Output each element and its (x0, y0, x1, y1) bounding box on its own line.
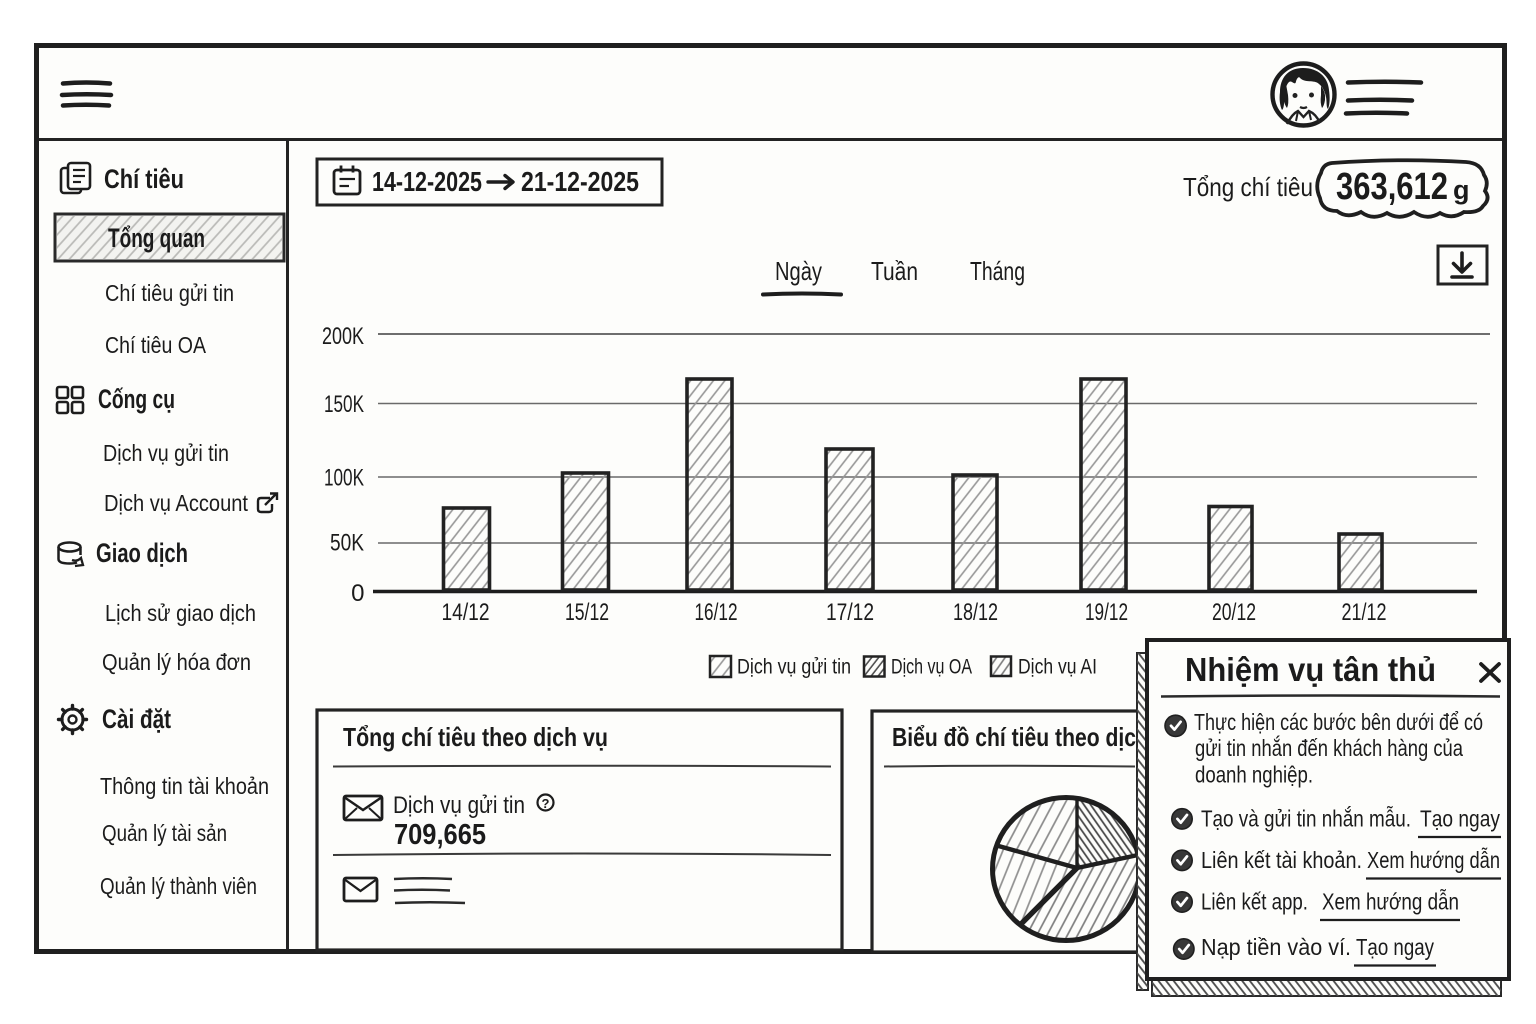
svg-text:Quản lý tài sản: Quản lý tài sản (102, 820, 227, 846)
svg-text:Dịch vụ gửi tin: Dịch vụ gửi tin (737, 656, 851, 679)
svg-text:Biểu đồ chí tiêu theo dịc: Biểu đồ chí tiêu theo dịc (892, 722, 1136, 752)
svg-text:100K: 100K (324, 465, 364, 492)
svg-text:363,612: 363,612 (1336, 166, 1448, 208)
svg-text:18/12: 18/12 (953, 599, 998, 626)
svg-text:gửi tin nhắn đến khách hàng củ: gửi tin nhắn đến khách hàng của (1195, 735, 1463, 761)
svg-text:Cài đặt: Cài đặt (102, 704, 171, 734)
svg-text:Dịch vụ Account: Dịch vụ Account (104, 490, 249, 516)
svg-text:Dịch vụ gửi tin: Dịch vụ gửi tin (103, 440, 229, 466)
svg-text:21/12: 21/12 (1342, 599, 1387, 626)
svg-text:Xem hướng dẫn: Xem hướng dẫn (1322, 889, 1459, 915)
svg-text:709,665: 709,665 (394, 819, 486, 851)
svg-text:Tổng chí tiêu theo dịch vụ: Tổng chí tiêu theo dịch vụ (343, 722, 608, 752)
svg-text:0: 0 (351, 580, 364, 607)
svg-text:Tổng quan: Tổng quan (108, 223, 205, 253)
svg-text:20/12: 20/12 (1212, 599, 1256, 626)
svg-text:150K: 150K (324, 391, 364, 418)
svg-text:50K: 50K (330, 530, 364, 557)
svg-text:Thực hiện các bước bên dưới để: Thực hiện các bước bên dưới để có (1194, 709, 1483, 735)
svg-text:?: ? (542, 796, 550, 811)
svg-text:Liên kết tài khoản.: Liên kết tài khoản. (1201, 847, 1362, 873)
svg-text:Chí tiêu gửi tin: Chí tiêu gửi tin (105, 280, 234, 306)
svg-text:200K: 200K (322, 323, 364, 350)
svg-text:14-12-2025: 14-12-2025 (372, 166, 482, 197)
svg-text:19/12: 19/12 (1085, 599, 1128, 626)
svg-text:Thông tin tài khoản: Thông tin tài khoản (100, 773, 269, 799)
svg-text:doanh nghiệp.: doanh nghiệp. (1195, 762, 1313, 788)
svg-text:14/12: 14/12 (442, 599, 490, 626)
svg-text:Tháng: Tháng (970, 256, 1025, 286)
svg-text:Nhiệm vụ tân thủ: Nhiệm vụ tân thủ (1185, 651, 1436, 688)
svg-text:Dịch vụ OA: Dịch vụ OA (891, 656, 972, 679)
svg-text:Cống cụ: Cống cụ (98, 384, 175, 414)
svg-text:17/12: 17/12 (826, 599, 874, 626)
svg-text:21-12-2025: 21-12-2025 (521, 166, 639, 197)
svg-text:Dịch vụ gửi tin: Dịch vụ gửi tin (393, 792, 525, 819)
svg-text:Tạo ngay: Tạo ngay (1420, 806, 1500, 832)
svg-text:g: g (1453, 175, 1470, 205)
svg-text:Lịch sử giao dịch: Lịch sử giao dịch (105, 600, 256, 626)
svg-text:16/12: 16/12 (695, 599, 738, 626)
svg-text:Tổng chí tiêu: Tổng chí tiêu (1183, 172, 1313, 202)
svg-text:Xem hướng dẫn: Xem hướng dẫn (1367, 847, 1500, 873)
svg-text:Chí tiêu: Chí tiêu (104, 164, 184, 194)
svg-text:Quản lý thành viên: Quản lý thành viên (100, 873, 257, 899)
svg-text:Tạo ngay: Tạo ngay (1356, 934, 1434, 960)
svg-text:Tuần: Tuần (871, 256, 918, 286)
svg-text:Giao dịch: Giao dịch (96, 538, 188, 568)
svg-text:Dịch vụ AI: Dịch vụ AI (1018, 656, 1097, 679)
svg-text:Tạo và gửi tin nhắn mẫu.: Tạo và gửi tin nhắn mẫu. (1201, 806, 1411, 832)
svg-text:Chí tiêu OA: Chí tiêu OA (105, 332, 207, 358)
svg-text:15/12: 15/12 (565, 599, 609, 626)
svg-text:Quản lý hóa đơn: Quản lý hóa đơn (102, 649, 251, 675)
svg-text:Ngày: Ngày (775, 256, 822, 286)
svg-text:Liên kết app.: Liên kết app. (1201, 889, 1308, 915)
svg-text:Nạp tiền vào ví.: Nạp tiền vào ví. (1201, 934, 1351, 960)
